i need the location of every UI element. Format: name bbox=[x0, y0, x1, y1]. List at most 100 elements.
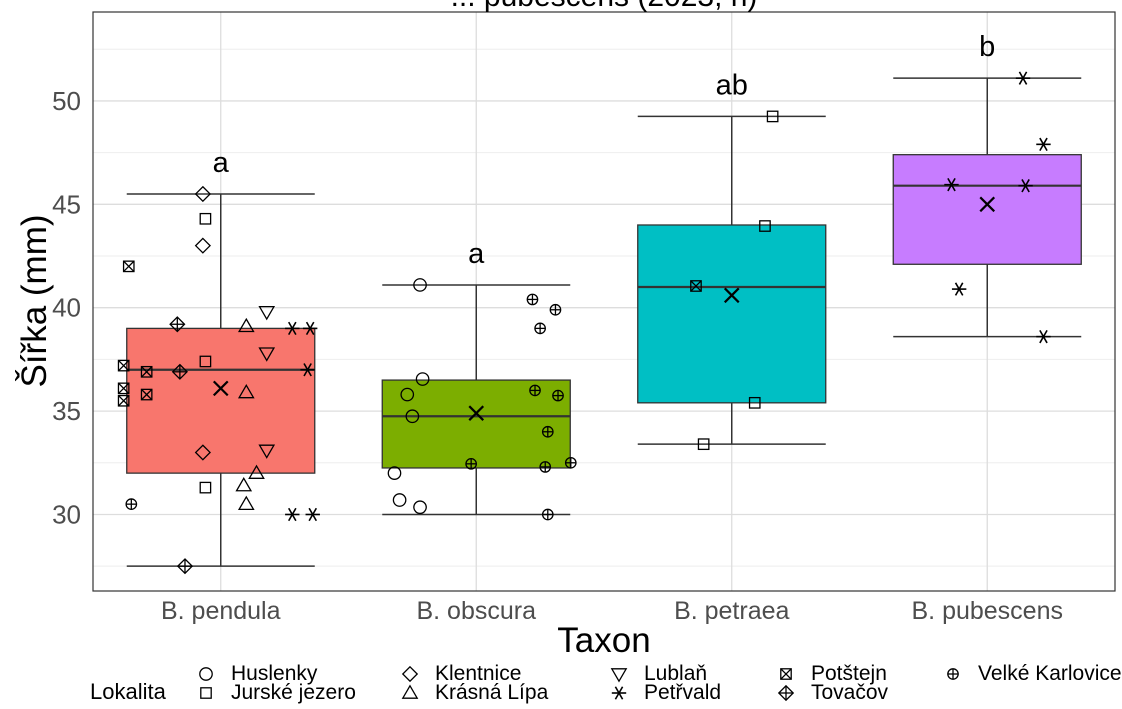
data-point bbox=[1015, 71, 1031, 85]
significance-letter: a bbox=[468, 238, 485, 270]
data-point bbox=[140, 365, 153, 378]
data-point bbox=[258, 305, 276, 321]
significance-letter: a bbox=[213, 147, 230, 179]
panel-border bbox=[92, 11, 1116, 592]
y-tick-label: 35 bbox=[52, 396, 81, 426]
legend-key bbox=[401, 665, 419, 683]
box bbox=[126, 327, 316, 474]
legend-key bbox=[199, 667, 213, 681]
legend-label: Huslenky bbox=[231, 662, 318, 685]
legend-label: Tovačov bbox=[811, 681, 889, 704]
legend-key bbox=[200, 687, 212, 699]
data-point bbox=[117, 394, 130, 407]
legend-key bbox=[947, 668, 959, 680]
x-axis-ticks: B. pendula B. obscura B. petraea B. pubesce… bbox=[161, 597, 1063, 625]
x-tick-label: B. petraea bbox=[674, 597, 789, 625]
data-point bbox=[125, 498, 138, 510]
data-point bbox=[248, 464, 265, 479]
data-point bbox=[392, 493, 407, 507]
data-point bbox=[1018, 179, 1033, 193]
data-point bbox=[285, 321, 300, 336]
data-point bbox=[199, 355, 212, 368]
data-point bbox=[237, 495, 255, 511]
data-point bbox=[529, 384, 541, 397]
data-point bbox=[413, 278, 427, 292]
mean-marker bbox=[723, 287, 740, 304]
data-point bbox=[169, 316, 186, 333]
data-point bbox=[122, 260, 135, 273]
mean-marker bbox=[979, 196, 996, 213]
box bbox=[637, 224, 827, 404]
legend-label: Jurské jezero bbox=[231, 681, 356, 704]
data-point bbox=[690, 280, 702, 292]
data-point bbox=[549, 303, 562, 316]
data-point bbox=[1036, 137, 1051, 152]
x-tick-label: B. obscura bbox=[416, 597, 536, 625]
data-point bbox=[387, 466, 402, 480]
data-point bbox=[117, 382, 130, 395]
data-point bbox=[258, 444, 276, 459]
data-point bbox=[194, 444, 211, 461]
legend-label: Potštejn bbox=[811, 662, 887, 685]
legend-label: Krásná Lípa bbox=[435, 681, 549, 704]
significance-letter: b bbox=[979, 31, 995, 63]
data-point bbox=[534, 322, 546, 335]
data-point bbox=[194, 237, 211, 254]
y-tick-label: 45 bbox=[52, 189, 81, 219]
legend-title: Lokalita bbox=[90, 679, 167, 704]
data-point bbox=[300, 363, 315, 377]
data-point bbox=[176, 558, 194, 575]
data-point bbox=[526, 293, 539, 306]
data-points bbox=[117, 71, 1051, 575]
legend-key bbox=[777, 684, 795, 702]
data-point bbox=[759, 220, 771, 232]
data-point bbox=[235, 477, 253, 492]
data-point bbox=[237, 383, 255, 399]
data-point bbox=[944, 178, 959, 192]
data-point bbox=[305, 507, 320, 522]
data-point bbox=[199, 212, 212, 225]
mean-marker bbox=[468, 405, 485, 421]
data-point bbox=[405, 409, 420, 424]
data-point bbox=[541, 508, 554, 521]
x-axis-title: Taxon bbox=[557, 621, 650, 660]
y-tick-label: 50 bbox=[52, 86, 81, 116]
data-point bbox=[194, 185, 211, 203]
data-point bbox=[171, 363, 188, 380]
legend-label: Petřvald bbox=[644, 681, 721, 704]
data-point bbox=[140, 388, 153, 401]
data-point bbox=[697, 438, 710, 451]
data-point bbox=[117, 359, 130, 372]
chart-title: ... pubescens (2023, n) bbox=[451, 0, 758, 13]
y-tick-label: 40 bbox=[52, 293, 81, 323]
data-point bbox=[1036, 329, 1051, 344]
x-tick-label: B. pendula bbox=[161, 597, 281, 625]
mean-marker bbox=[212, 380, 229, 397]
data-point bbox=[237, 317, 255, 333]
legend-key bbox=[401, 684, 419, 699]
significance-letters: a a ab b bbox=[213, 31, 996, 270]
y-axis-ticks: 30 35 40 45 50 bbox=[52, 86, 81, 530]
legend-label: Klentnice bbox=[435, 662, 521, 685]
y-axis-title: Šířka (mm) bbox=[15, 214, 54, 387]
legend-label: Lublaň bbox=[644, 662, 707, 685]
data-point bbox=[302, 321, 318, 336]
data-point bbox=[400, 387, 415, 402]
legend-key bbox=[780, 668, 792, 680]
data-point bbox=[748, 396, 761, 409]
boxes bbox=[126, 77, 1082, 567]
data-point bbox=[413, 500, 427, 515]
box bbox=[381, 379, 571, 469]
data-point bbox=[766, 110, 779, 123]
data-point bbox=[539, 461, 552, 473]
data-point bbox=[258, 347, 276, 362]
significance-letter: ab bbox=[716, 69, 748, 101]
legend-key bbox=[611, 686, 627, 700]
data-point bbox=[199, 481, 212, 494]
box bbox=[892, 154, 1082, 265]
data-point bbox=[951, 282, 967, 296]
data-point bbox=[552, 389, 564, 402]
data-point bbox=[415, 372, 430, 386]
